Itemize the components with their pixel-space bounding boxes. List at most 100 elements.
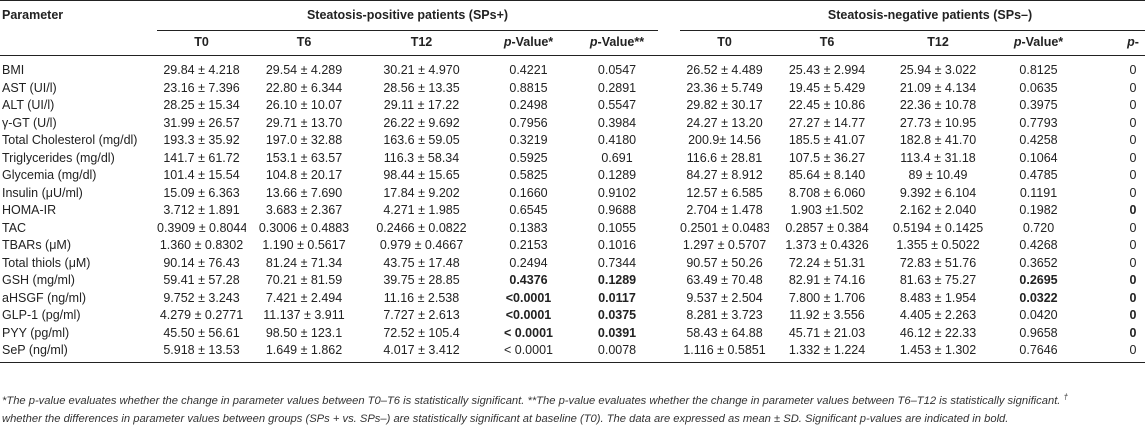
table-cell: 84.27 ± 8.912 bbox=[686, 168, 763, 182]
table-cell: 1.355 ± 0.5022 bbox=[896, 238, 980, 252]
col-header-t12-pos: T12 bbox=[362, 30, 481, 56]
col-header-pvalue1-neg: p-Value* bbox=[991, 30, 1087, 56]
col-header-t0-pos: T0 bbox=[157, 30, 246, 56]
parameter-header: Parameter bbox=[0, 0, 157, 31]
table-cell: 39.75 ± 28.85 bbox=[383, 273, 460, 287]
table-cell: 185.5 ± 41.07 bbox=[788, 133, 866, 147]
table-cell: 5.918 ± 13.53 bbox=[157, 342, 246, 363]
table-cell: 0 bbox=[1129, 150, 1137, 165]
table-cell: 0.4180 bbox=[597, 133, 637, 147]
group-gap bbox=[658, 185, 680, 203]
group-gap bbox=[658, 150, 680, 168]
group-header-sps-positive: Steatosis-positive patients (SPs+) bbox=[157, 0, 659, 31]
row-parameter: Insulin (μU/ml) bbox=[2, 185, 83, 200]
table-cell: 22.80 ± 6.344 bbox=[265, 80, 343, 95]
row-parameter: AST (UI/l) bbox=[2, 80, 57, 95]
table-cell: 0.5825 bbox=[509, 168, 548, 182]
table-row: Triglycerides (mg/dl) 141.7 ± 61.72 153.1 … bbox=[0, 150, 1145, 168]
table-cell: 8.281 ± 3.723 bbox=[686, 308, 763, 322]
row-parameter: Triglycerides (mg/dl) bbox=[2, 150, 115, 165]
table-cell: 0 bbox=[1129, 203, 1137, 217]
table-cell: 13.66 ± 7.690 bbox=[265, 185, 343, 200]
table-cell: 1.332 ± 1.224 bbox=[769, 342, 886, 363]
table-cell: 7.800 ± 1.706 bbox=[788, 290, 866, 305]
table-cell: 0.1982 bbox=[1019, 203, 1058, 217]
table-cell: 89 ± 10.49 bbox=[908, 168, 968, 182]
table-cell: 29.82 ± 30.17 bbox=[686, 98, 763, 112]
table-cell: 0.1660 bbox=[509, 185, 548, 200]
table-cell: 0.0420 bbox=[1019, 308, 1058, 322]
table-cell: 72.24 ± 51.31 bbox=[788, 255, 866, 270]
table-cell: 197.0 ± 32.88 bbox=[265, 133, 343, 147]
table-row: GLP-1 (pg/ml) 4.279 ± 0.2771 11.137 ± 3.91… bbox=[0, 307, 1145, 325]
group-gap bbox=[658, 202, 680, 220]
table-cell: 81.24 ± 71.34 bbox=[265, 255, 343, 270]
table-cell: 0.2153 bbox=[509, 238, 548, 252]
footnote-line-1: *The p-value evaluates whether the chang… bbox=[2, 392, 1068, 407]
table-cell: 200.9± 14.56 bbox=[688, 133, 761, 147]
table-cell: 0.4221 bbox=[509, 63, 548, 77]
table-cell: 98.44 ± 15.65 bbox=[383, 168, 460, 182]
table-cell: 0.1191 bbox=[1019, 185, 1058, 200]
group-gap bbox=[658, 237, 680, 255]
table-row: HOMA-IR 3.712 ± 1.891 3.683 ± 2.367 4.271 ±… bbox=[0, 202, 1145, 220]
table-cell: 11.16 ± 2.538 bbox=[383, 290, 460, 305]
table-cell: 0.3984 bbox=[597, 115, 637, 130]
table-cell: 182.8 ± 41.70 bbox=[899, 133, 977, 147]
table-body: BMI 29.84 ± 4.218 29.54 ± 4.289 30.21 ± 4.9… bbox=[0, 56, 1145, 363]
table-cell: 7.421 ± 2.494 bbox=[265, 290, 343, 305]
table-cell: 1.453 ± 1.302 bbox=[885, 342, 992, 363]
row-parameter: Total Cholesterol (mg/dl) bbox=[2, 133, 138, 147]
table-cell: 193.3 ± 35.92 bbox=[163, 133, 240, 147]
group-gap bbox=[658, 97, 680, 115]
group-gap bbox=[658, 0, 681, 31]
table-cell: 163.6 ± 59.05 bbox=[383, 133, 460, 147]
table-cell: 28.56 ± 13.35 bbox=[383, 80, 460, 95]
table-cell: 0.1055 bbox=[597, 220, 637, 235]
table-cell: 82.91 ± 74.16 bbox=[788, 273, 866, 287]
table-cell: 0.6545 bbox=[509, 203, 548, 217]
table-cell: 26.52 ± 4.489 bbox=[686, 63, 763, 77]
table-cell: 0 bbox=[1129, 98, 1137, 112]
empty-header-cell bbox=[0, 30, 157, 56]
group-gap bbox=[658, 115, 680, 133]
table-row: SeP (ng/ml) 5.918 ± 13.53 1.649 ± 1.862 4.0… bbox=[0, 342, 1145, 363]
table-cell: 1.190 ± 0.5617 bbox=[262, 238, 346, 252]
table-cell: 15.09 ± 6.363 bbox=[163, 185, 240, 200]
group-gap bbox=[658, 56, 680, 80]
table-cell: 0.8815 bbox=[509, 80, 548, 95]
table-cell: 72.83 ± 51.76 bbox=[899, 255, 977, 270]
table-cell: 1.116 ± 0.5851 bbox=[680, 342, 770, 363]
table-cell: 0.3909 ± 0.8044 bbox=[157, 220, 246, 235]
table-cell: 0.2501 ± 0.04839 bbox=[680, 220, 770, 235]
table-cell: 85.64 ± 8.140 bbox=[788, 168, 866, 182]
table-cell: 19.45 ± 5.429 bbox=[788, 80, 866, 95]
group-gap bbox=[658, 255, 680, 273]
group-gap bbox=[658, 167, 680, 185]
table-cell: 27.73 ± 10.95 bbox=[899, 115, 977, 130]
table-cell: 0 bbox=[1129, 168, 1137, 182]
table-cell: 23.16 ± 7.396 bbox=[163, 80, 240, 95]
table-cell: 0.1016 bbox=[597, 238, 637, 252]
table-cell: 0.4785 bbox=[1019, 168, 1058, 182]
table-cell: 0.979 ± 0.4667 bbox=[379, 238, 464, 252]
row-parameter: SeP (ng/ml) bbox=[0, 342, 157, 363]
table-cell: 31.99 ± 26.57 bbox=[163, 115, 240, 130]
table-cell: 104.8 ± 20.17 bbox=[265, 168, 343, 182]
table-cell: 27.27 ± 14.77 bbox=[788, 115, 866, 130]
table-cell: 0 bbox=[1129, 273, 1137, 287]
table-cell: 23.36 ± 5.749 bbox=[686, 80, 763, 95]
col-header-t0-neg: T0 bbox=[680, 30, 770, 56]
table-cell: 1.373 ± 0.4326 bbox=[785, 238, 869, 252]
table-cell: 9.537 ± 2.504 bbox=[686, 290, 763, 305]
table-cell: 0.0547 bbox=[597, 63, 637, 77]
table-cell: 116.3 ± 58.34 bbox=[383, 150, 460, 165]
table-cell: 0.7344 bbox=[597, 255, 637, 270]
row-parameter: HOMA-IR bbox=[2, 203, 57, 217]
table-cell: 90.14 ± 76.43 bbox=[163, 255, 240, 270]
table-cell: 26.10 ± 10.07 bbox=[265, 98, 343, 112]
table-cell: 90.57 ± 50.26 bbox=[686, 255, 763, 270]
row-parameter: PYY (pg/ml) bbox=[2, 325, 70, 340]
col-header-pvalue2-neg-truncated: p- bbox=[1086, 30, 1145, 56]
table-cell: 29.84 ± 4.218 bbox=[163, 63, 240, 77]
